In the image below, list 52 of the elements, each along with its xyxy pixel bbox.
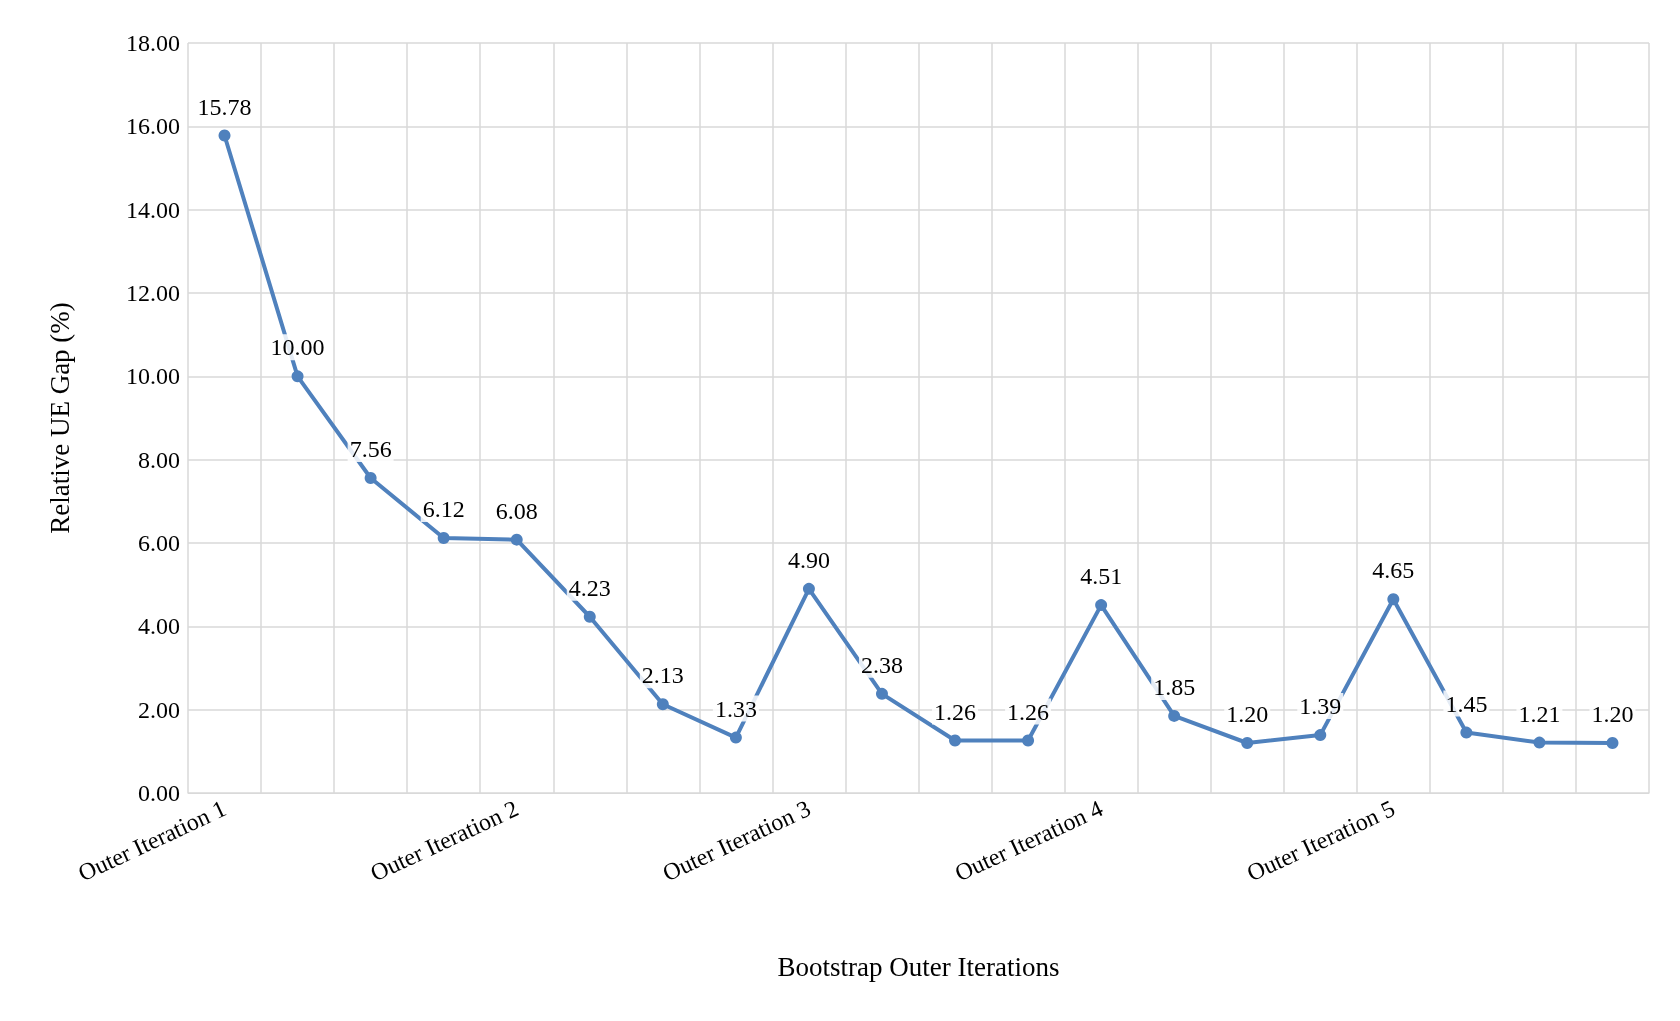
point <box>656 698 669 711</box>
data-label: 10.00 <box>270 334 325 361</box>
point <box>1022 734 1035 747</box>
data-label: 6.08 <box>495 497 538 524</box>
point <box>1314 729 1327 742</box>
data-label: 1.21 <box>1518 700 1561 727</box>
point <box>875 687 888 700</box>
y-tick-label: 2.00 <box>138 696 180 723</box>
point <box>1606 737 1619 749</box>
point <box>802 582 815 595</box>
y-tick-label: 10.00 <box>126 363 180 390</box>
point <box>729 731 742 744</box>
data-label: 7.56 <box>349 436 392 462</box>
data-label: 6.12 <box>422 496 465 522</box>
data-label: 2.38 <box>860 651 903 678</box>
point <box>437 532 450 544</box>
point <box>949 734 962 747</box>
data-label: 1.39 <box>1299 693 1342 720</box>
point <box>1533 736 1546 749</box>
point <box>291 370 304 383</box>
data-label: 4.51 <box>1080 563 1123 590</box>
y-tick-label: 0.00 <box>138 780 180 806</box>
data-label: 1.45 <box>1445 690 1488 717</box>
y-tick-label: 18.00 <box>126 30 180 56</box>
data-label: 2.13 <box>641 662 684 689</box>
y-tick-label: 16.00 <box>126 113 180 140</box>
point <box>510 533 523 546</box>
data-label: 1.85 <box>1153 673 1196 700</box>
data-label: 1.20 <box>1226 701 1269 727</box>
data-label: 1.26 <box>1007 698 1050 725</box>
point <box>364 472 377 484</box>
data-label: 4.23 <box>568 574 611 601</box>
data-label: 4.65 <box>1372 557 1415 584</box>
data-label: 1.26 <box>934 698 977 725</box>
x-axis-title: Bootstrap Outer Iterations <box>777 951 1060 982</box>
data-label: 15.78 <box>197 93 252 120</box>
y-axis-title: Relative UE Gap (%) <box>44 302 75 534</box>
point <box>1168 709 1181 722</box>
y-tick-label: 8.00 <box>138 446 180 473</box>
point <box>218 129 231 142</box>
y-tick-label: 12.00 <box>126 280 180 306</box>
data-label: 4.90 <box>787 546 830 573</box>
point <box>583 610 596 623</box>
data-label: 1.20 <box>1591 701 1634 727</box>
point <box>1460 726 1473 739</box>
point <box>1241 737 1254 749</box>
point <box>1387 593 1400 606</box>
y-tick-label: 14.00 <box>126 196 180 223</box>
y-tick-label: 6.00 <box>138 530 180 556</box>
point <box>1095 599 1108 612</box>
data-label: 1.33 <box>714 695 757 722</box>
y-tick-label: 4.00 <box>138 613 180 640</box>
